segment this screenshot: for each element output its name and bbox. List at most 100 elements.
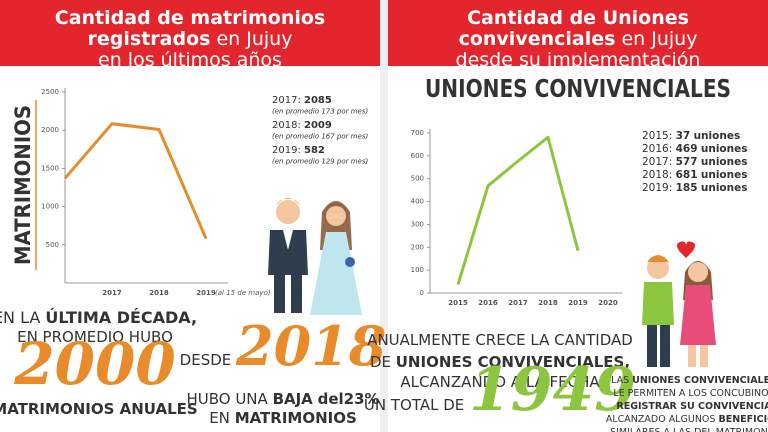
summary-unit: uniones — [694, 130, 741, 142]
header-text: convivenciales — [459, 28, 616, 50]
big-number: 2000 — [13, 330, 175, 398]
y-tick-label: 300 — [411, 220, 424, 228]
big-number: 2018 — [235, 314, 386, 378]
header-line: convivenciales en Jujuy — [459, 28, 698, 50]
summary-value: 582 — [304, 145, 325, 156]
block-text: EN LA — [0, 308, 40, 327]
header-text: en Jujuy — [621, 28, 697, 50]
x-tick-label: 2020 — [598, 299, 618, 307]
block-text: DE — [370, 353, 391, 371]
summary-note: (en promedio 173 por mes) — [272, 108, 369, 116]
block-line: ALCANZADO ALGUNOS BENEFICIOS — [606, 414, 768, 425]
block-line: EN PROMEDIO HUBO — [17, 328, 173, 346]
summary-line: 2018: 681 uniones — [642, 169, 747, 181]
block-text: ANUALMENTE CRECE LA CANTIDAD — [367, 331, 633, 349]
block-line: DE UNIONES CONVIVENCIALES, — [370, 353, 630, 371]
block-text: del23% — [318, 390, 380, 408]
block-text: EN — [209, 409, 230, 427]
block-line: HUBO UNA BAJA del23% — [186, 390, 379, 408]
x-tick-label: 2015 — [448, 299, 468, 307]
x-tick-label: 2016 — [478, 299, 498, 307]
summary-label: 2016: — [642, 143, 672, 155]
block-text: LE PERMITEN A LOS CONCUBINOS — [613, 388, 768, 399]
header-band — [388, 0, 768, 66]
x-tick-label: 2018 — [538, 299, 558, 307]
y-tick-label: 1500 — [41, 164, 59, 172]
block-text: SIMILARES A LAS DEL MATRIMONIO — [610, 427, 768, 432]
block-text: UNIONES CONVIVENCIALES, — [396, 353, 630, 371]
block-line: MATRIMONIOS ANUALES — [0, 400, 198, 418]
summary-label: 2018: — [642, 169, 672, 181]
block-text: EN PROMEDIO HUBO — [17, 328, 173, 346]
block-text: UN TOTAL DE — [364, 396, 464, 414]
block-line: EN LA ÚLTIMA DÉCADA, — [0, 308, 197, 327]
block-line: 2000 — [13, 330, 175, 398]
block-line: SIMILARES A LAS DEL MATRIMONIO — [610, 427, 768, 432]
block-text: ALCANZADO ALGUNOS — [606, 414, 716, 425]
y-tick-label: 500 — [411, 175, 424, 183]
block-line: LE PERMITEN A LOS CONCUBINOS — [613, 388, 768, 399]
header-line: en los últimos años — [98, 49, 282, 71]
summary-unit: uniones — [701, 182, 748, 194]
block-text: ALCANZANDO A LA FECHA — [400, 373, 600, 391]
summary-line: 2017: 2085 — [272, 95, 332, 106]
summary-line: 2016: 469 uniones — [642, 143, 747, 155]
summary-value: 577 — [676, 156, 698, 168]
summary-label: 2019: — [642, 182, 672, 194]
summary-unit: uniones — [701, 143, 748, 155]
x-tick-label: 2017 — [508, 299, 528, 307]
y-tick-label: 2000 — [41, 126, 59, 134]
summary-unit: uniones — [701, 156, 748, 168]
y-tick-label: 500 — [46, 241, 59, 249]
summary-line: 2017: 577 uniones — [642, 156, 747, 168]
data-line — [456, 135, 580, 285]
summary-value: 185 — [676, 182, 698, 194]
summary-label: 2019: — [272, 145, 301, 156]
header-text: Cantidad de matrimonios — [55, 7, 325, 29]
summary-label: 2018: — [272, 120, 301, 131]
y-tick-label: 400 — [411, 198, 424, 206]
block-line: EN MATRIMONIOS — [209, 409, 357, 427]
couple-illustration — [268, 198, 362, 315]
header-line: desde su implementación — [456, 49, 701, 71]
header-line: Cantidad de Uniones — [467, 7, 689, 29]
y-tick-label: 600 — [411, 152, 424, 160]
x-tick-label: 2017 — [102, 289, 122, 297]
couple-illustration — [642, 241, 716, 367]
x-tick-label: 2019 — [568, 299, 588, 307]
header-band — [0, 0, 380, 66]
summary-line: 2018: 2009 — [272, 120, 332, 131]
header-text: desde su implementación — [456, 49, 701, 71]
block-line: REGISTRAR SU CONVIVENCIA — [616, 401, 768, 412]
x-tick-label: 2019 — [196, 289, 216, 297]
y-tick-label: 1000 — [41, 203, 59, 211]
block-text: REGISTRAR SU CONVIVENCIA — [616, 401, 768, 412]
block-text: UNIONES CONVIVENCIALES — [632, 375, 768, 386]
block-line: UN TOTAL DE 1949 — [364, 355, 636, 425]
block-text: BAJA — [273, 390, 314, 408]
y-tick-label: 0 — [420, 289, 424, 297]
header-text: en Jujuy — [216, 28, 292, 50]
x-tick-note: (al 15 de mayo) — [215, 289, 271, 297]
summary-value: 2009 — [304, 120, 332, 131]
header-line: registrados en Jujuy — [88, 28, 293, 50]
summary-value: 37 — [676, 130, 691, 142]
block-text: HUBO UNA — [186, 390, 268, 408]
summary-value: 469 — [676, 143, 698, 155]
summary-value: 2085 — [304, 95, 332, 106]
y-tick-label: 200 — [411, 243, 424, 251]
header-text: Cantidad de Uniones — [467, 7, 689, 29]
y-axis-label: MATRIMONIOS — [11, 105, 35, 265]
block-text: LAS — [611, 375, 629, 386]
block-text: DESDE — [180, 351, 232, 369]
x-tick-label: 2018 — [149, 289, 169, 297]
summary-value: 681 — [676, 169, 698, 181]
summary-note: (en promedio 167 por mes) — [272, 133, 369, 141]
summary-label: 2017: — [642, 156, 672, 168]
divider — [380, 0, 388, 432]
chart-title: UNIONES CONVIVENCIALES — [425, 74, 731, 103]
summary-note: (en promedio 129 por mes) — [272, 158, 369, 166]
y-tick-label: 100 — [411, 266, 424, 274]
summary-line: 2015: 37 uniones — [642, 130, 740, 142]
